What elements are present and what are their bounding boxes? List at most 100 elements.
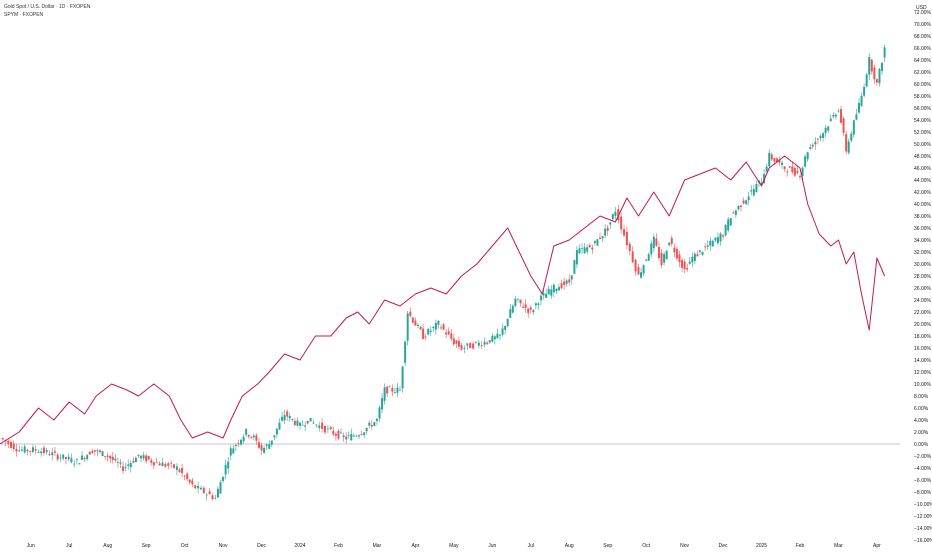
- candle-body: [427, 328, 430, 335]
- candle-body: [565, 280, 568, 284]
- candle-body: [455, 340, 458, 344]
- x-tick-label: Nov: [219, 543, 228, 549]
- x-tick-label: Aug: [103, 543, 112, 549]
- candle-body: [29, 451, 32, 452]
- candle-body: [334, 433, 337, 436]
- candle-body: [688, 261, 691, 264]
- candle-body: [299, 422, 301, 426]
- candle-body: [321, 422, 324, 429]
- y-tick-label: 28.00%: [914, 274, 932, 280]
- legend-main-symbol[interactable]: Gold Spot / U.S. Dollar · 1D · FXOPEN: [4, 4, 91, 10]
- legend-compare-symbol[interactable]: SPYM · FXOPEN: [4, 12, 44, 18]
- candle-body: [509, 309, 512, 318]
- candle-body: [681, 260, 684, 268]
- candle-body: [332, 430, 335, 435]
- candle-body: [816, 138, 819, 140]
- candle-body: [401, 366, 404, 389]
- candle-body: [809, 146, 812, 149]
- candle-body: [145, 455, 148, 462]
- candle-body: [53, 451, 56, 453]
- candle-body: [570, 275, 573, 280]
- candle-body: [868, 56, 871, 75]
- candle-body: [216, 488, 219, 498]
- candle-body: [250, 436, 253, 438]
- candle-body: [337, 430, 340, 439]
- y-tick-label: 34.00%: [914, 238, 932, 244]
- y-tick-label: 58.00%: [914, 94, 932, 100]
- candle-body: [260, 445, 263, 451]
- x-tick-label: Jun: [27, 543, 35, 549]
- x-tick-label: Sep: [142, 543, 151, 549]
- candle-body: [875, 79, 878, 83]
- candle-body: [255, 435, 258, 441]
- candle-body: [214, 497, 217, 499]
- candle-body: [755, 184, 758, 193]
- candle-body: [575, 250, 578, 265]
- x-tick-label: May: [449, 543, 459, 549]
- candle-body: [224, 464, 227, 475]
- candle-body: [219, 482, 222, 494]
- x-tick-label: 2025: [756, 543, 767, 549]
- candle-body: [593, 240, 596, 244]
- candle-body: [501, 328, 504, 335]
- candle-body: [611, 214, 614, 220]
- candle-body: [765, 166, 768, 172]
- candle-body: [852, 120, 855, 135]
- x-tick-label: Feb: [796, 543, 805, 549]
- candle-body: [352, 435, 355, 437]
- candle-body: [447, 331, 450, 335]
- y-tick-label: 48.00%: [914, 154, 932, 160]
- candle-body: [101, 451, 104, 457]
- candle-body: [270, 440, 273, 445]
- candle-body: [386, 386, 389, 394]
- x-tick-label: Aug: [565, 543, 574, 549]
- candle-body: [668, 242, 671, 246]
- candle-body: [134, 457, 137, 463]
- candle-body: [445, 332, 448, 335]
- candle-body: [7, 440, 10, 444]
- candle-body: [601, 236, 604, 239]
- candle-body: [109, 455, 112, 459]
- candle-body: [514, 298, 517, 307]
- y-tick-label: 42.00%: [914, 190, 932, 196]
- candle-body: [793, 167, 796, 176]
- candle-body: [870, 59, 873, 72]
- candle-body: [357, 435, 360, 437]
- candle-body: [645, 259, 648, 261]
- x-tick-label: Jul: [528, 543, 534, 549]
- candle-body: [64, 457, 67, 459]
- candle-body: [150, 460, 153, 463]
- candle-body: [840, 109, 843, 123]
- x-tick-label: Apr: [873, 543, 881, 549]
- candle-body: [678, 254, 681, 263]
- candle-body: [824, 127, 827, 134]
- x-tick-label: Feb: [334, 543, 343, 549]
- candle-body: [129, 462, 132, 468]
- candle-body: [360, 434, 363, 435]
- candle-body: [70, 458, 73, 463]
- y-tick-label: 6.00%: [914, 406, 929, 412]
- y-tick-label: −12.00%: [914, 514, 932, 520]
- candle-body: [281, 416, 284, 421]
- candle-body: [15, 448, 18, 452]
- y-tick-label: 46.00%: [914, 166, 932, 172]
- candle-body: [167, 463, 170, 466]
- candle-body: [466, 343, 469, 346]
- candle-body: [588, 245, 591, 248]
- candle-body: [265, 444, 268, 446]
- candle-body: [312, 422, 315, 424]
- candle-body: [660, 252, 663, 266]
- candle-body: [647, 254, 650, 261]
- candle-body: [37, 451, 40, 453]
- candle-body: [318, 425, 321, 428]
- y-tick-label: −16.00%: [914, 538, 932, 544]
- candle-body: [252, 435, 255, 438]
- candle-body: [406, 313, 409, 341]
- candle-body: [457, 340, 460, 347]
- candle-body: [186, 473, 189, 480]
- candle-body: [837, 110, 840, 112]
- candle-body: [34, 449, 37, 451]
- y-tick-label: 32.00%: [914, 250, 932, 256]
- candle-body: [737, 205, 740, 210]
- candle-body: [88, 451, 91, 455]
